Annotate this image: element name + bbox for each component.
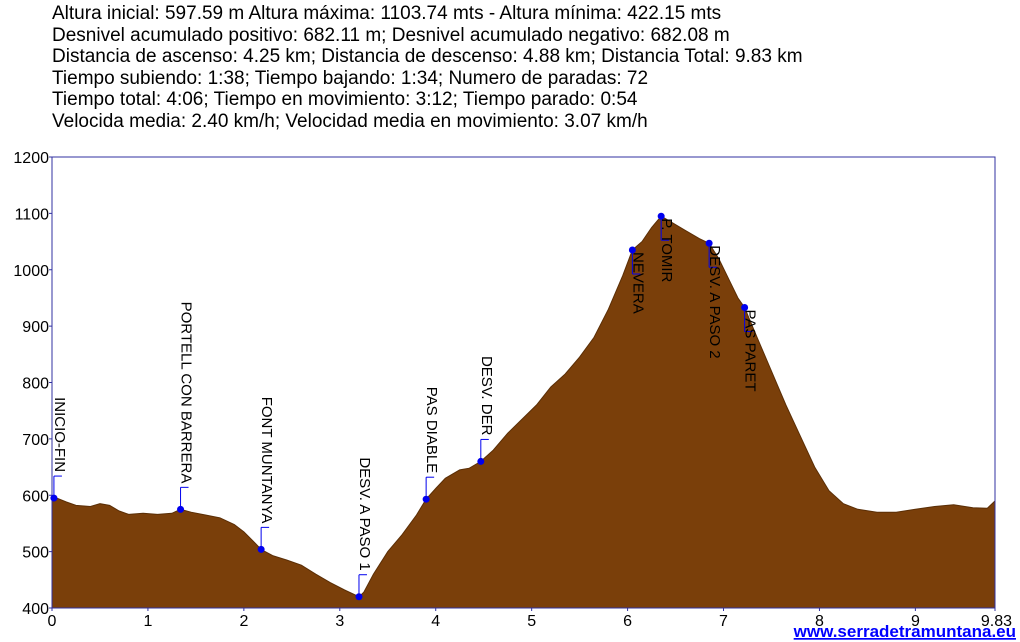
x-tick-label: 1	[143, 613, 152, 630]
waypoint-label: DESV. A PASO 2	[706, 245, 723, 358]
x-tick-label: 3	[335, 613, 344, 630]
waypoint-label: INICIO-FIN	[51, 397, 68, 472]
waypoint: PAS DIABLE	[422, 387, 440, 503]
waypoint-marker	[628, 246, 636, 254]
y-tick-label: 500	[22, 545, 49, 562]
stat-ascent-descent-times: Tiempo subiendo: 1:38; Tiempo bajando: 1…	[52, 67, 649, 89]
stat-speeds: Velocida media: 2.40 km/h; Velocidad med…	[52, 110, 648, 132]
x-tick-label: 9	[911, 613, 920, 630]
x-tick-label: 6	[623, 613, 632, 630]
waypoint: PAS PARET	[741, 304, 759, 391]
waypoint-marker	[50, 494, 58, 502]
y-tick-label: 800	[22, 376, 49, 393]
waypoint: DESV. A PASO 1	[355, 457, 373, 601]
route-statistics: Altura inicial: 597.59 m Altura máxima: …	[52, 3, 803, 132]
waypoint: P. TOMIR	[657, 212, 675, 283]
y-tick-label: 400	[22, 601, 49, 618]
waypoint-marker	[741, 304, 749, 312]
waypoint-label: DESV. A PASO 1	[356, 457, 373, 570]
waypoint-marker	[477, 457, 485, 465]
waypoint-label: PORTELL CON BARRERA	[178, 302, 195, 484]
y-tick-label: 1000	[13, 263, 49, 280]
stat-accumulated-gain: Desnivel acumulado positivo: 682.11 m; D…	[52, 24, 730, 46]
y-tick-label: 1100	[15, 206, 50, 223]
waypoint: PORTELL CON BARRERA	[177, 302, 195, 513]
waypoint-label: FONT MUNTANYA	[258, 397, 275, 524]
waypoint-label: PAS DIABLE	[423, 387, 440, 473]
waypoint: FONT MUNTANYA	[257, 397, 275, 553]
x-tick-label: 4	[431, 613, 440, 630]
y-tick-label: 600	[22, 488, 49, 505]
waypoint: DESV. DER	[477, 356, 495, 465]
x-tick-label: 7	[719, 613, 728, 630]
waypoint-label: DESV. DER	[478, 356, 495, 436]
waypoint: DESV. A PASO 2	[705, 239, 723, 359]
y-tick-label: 900	[22, 319, 49, 336]
waypoint-marker	[355, 593, 363, 601]
x-tick-label: 8	[815, 613, 824, 630]
x-tick-label: 2	[239, 613, 248, 630]
waypoint-marker	[657, 212, 665, 220]
waypoint: INICIO-FIN	[50, 397, 68, 502]
waypoint-label: PAS PARET	[742, 310, 759, 392]
stat-total-times: Tiempo total: 4:06; Tiempo en movimiento…	[52, 89, 638, 110]
waypoint-marker	[257, 545, 265, 553]
waypoint-marker	[177, 505, 185, 513]
stat-distances: Distancia de ascenso: 4.25 km; Distancia…	[52, 46, 803, 67]
waypoint-marker	[422, 495, 430, 503]
stat-elevations: Altura inicial: 597.59 m Altura máxima: …	[52, 3, 722, 24]
y-tick-label: 700	[22, 432, 49, 449]
waypoint-label: NEVERA	[629, 252, 646, 314]
waypoint-marker	[705, 239, 713, 247]
waypoint: NEVERA	[628, 246, 646, 314]
site-link[interactable]: www.serradetramuntana.eu	[793, 622, 1016, 641]
x-tick-label: 9.83	[981, 613, 1012, 630]
y-tick-label: 1200	[13, 150, 49, 167]
waypoint-label: P. TOMIR	[658, 218, 675, 282]
x-tick-label: 5	[527, 613, 536, 630]
x-tick-label: 0	[48, 613, 57, 630]
